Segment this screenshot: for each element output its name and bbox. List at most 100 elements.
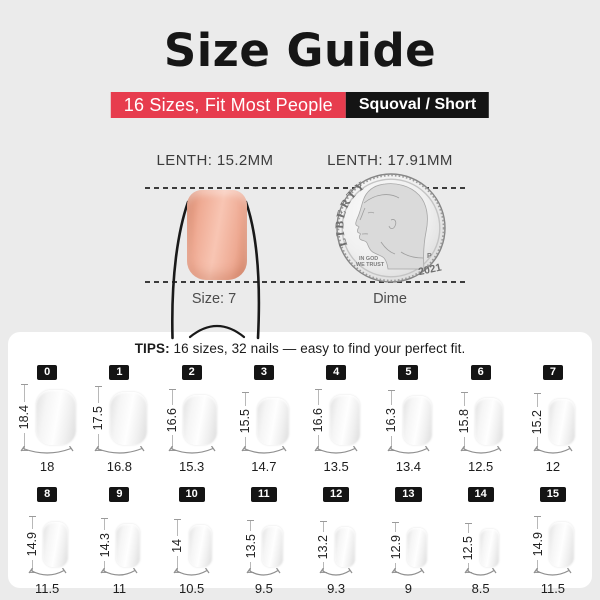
nail-length-value: 16.6	[164, 407, 179, 433]
nail-length-value: 17.5	[91, 406, 106, 431]
size-badge: 10	[178, 487, 205, 502]
measure-tick-top	[174, 519, 182, 520]
measure-line-top	[244, 393, 246, 407]
tips-text: 16 sizes, 32 nails — easy to find your p…	[169, 341, 466, 356]
size-badge: 14	[467, 487, 494, 502]
nail-length-measure: 14.9	[25, 516, 39, 573]
size-cell: 4 16.6 13.5	[300, 365, 372, 474]
size-cell-body: 14.3	[97, 508, 141, 573]
measure-line-top	[468, 524, 470, 533]
nail-length-value: 18.4	[17, 405, 32, 430]
nail-width-value: 9.3	[327, 581, 346, 596]
size-cell: 14 12.5 8.5	[445, 487, 517, 596]
nail-width-value: 14.7	[251, 459, 277, 474]
measure-tick-bottom	[101, 572, 109, 573]
banner-right-segment: Squoval / Short	[345, 92, 490, 118]
nail-length-value: 14	[170, 539, 185, 553]
nail-width-value: 8.5	[471, 581, 490, 596]
banner-left-segment: 16 Sizes, Fit Most People	[110, 92, 346, 118]
nail-width-value: 9	[404, 581, 412, 596]
size-cell-body: 13.5	[244, 508, 284, 573]
nail-shape	[35, 390, 76, 445]
measure-tick-top	[533, 393, 541, 394]
nail-length-measure: 13.5	[243, 520, 258, 573]
measure-tick-bottom	[465, 572, 473, 573]
size-badge: 2	[181, 365, 202, 380]
size-cell: 3 15.5 14.7	[228, 365, 300, 474]
measure-line-bottom	[177, 555, 179, 572]
size-cell-body: 14	[170, 508, 212, 573]
nail-shape	[475, 398, 504, 445]
size-badge: 1	[109, 365, 130, 380]
nail-length-value: 14.9	[530, 532, 545, 557]
measure-tick-top	[247, 520, 255, 521]
size-badge: 6	[470, 365, 491, 380]
dashed-line-bottom	[145, 281, 467, 283]
nail-width-arc	[168, 445, 216, 457]
size-cell: 11 13.5 9.5	[228, 487, 300, 596]
size-badge: 3	[253, 365, 274, 380]
size-badge: 9	[109, 487, 130, 502]
nail-length-measure: 13.2	[316, 521, 330, 573]
size-cell: 15 14.9 11.5	[517, 487, 589, 596]
nail-length-measure: 12.9	[389, 522, 403, 573]
nail-width-arc	[28, 567, 67, 579]
size-cell: 10 14 10.5	[156, 487, 228, 596]
measure-line-bottom	[390, 435, 392, 450]
measure-tick-bottom	[94, 450, 102, 451]
measure-tick-top	[534, 516, 542, 517]
measure-line-bottom	[318, 435, 320, 450]
measure-tick-bottom	[392, 572, 400, 573]
nail-width-arc	[319, 567, 353, 579]
measure-line-bottom	[536, 437, 538, 450]
nail-width-arc	[533, 445, 573, 457]
nail-width-arc	[100, 567, 138, 579]
nail-width-arc	[460, 445, 502, 457]
size-grid-row-1: 0 18.4 18 1 17.5 16.8	[8, 365, 592, 474]
measure-tick-top	[101, 518, 109, 519]
page-title: Size Guide	[163, 24, 437, 77]
nail-width-arc	[241, 445, 287, 457]
measure-tick-top	[460, 392, 468, 393]
size-cell: 8 14.9 11.5	[11, 487, 83, 596]
nail-width-arc	[314, 445, 358, 457]
dime-mint-mark: P	[427, 253, 432, 260]
measure-line-top	[31, 517, 33, 530]
nail-length-value: 15.8	[456, 409, 471, 434]
dime-caption: Dime	[373, 291, 407, 307]
size-cell: 12 13.2 9.3	[300, 487, 372, 596]
measure-line-top	[390, 391, 392, 406]
nail-shape	[329, 395, 360, 445]
size-cell: 6 15.8 12.5	[445, 365, 517, 474]
measure-tick-top	[392, 522, 400, 523]
measure-line-top	[177, 520, 179, 537]
nail-length-value: 13.5	[243, 534, 258, 559]
nail-length-value: 12.5	[461, 535, 476, 561]
size-cell-body: 16.6	[164, 386, 218, 451]
nail-width-value: 13.5	[323, 459, 349, 474]
tips-line: TIPS: 16 sizes, 32 nails — easy to find …	[8, 332, 592, 356]
size-badge: 5	[398, 365, 419, 380]
size-cell-body: 14.9	[530, 508, 575, 573]
measure-tick-top	[168, 389, 176, 390]
nail-length-measure: 15.2	[530, 393, 545, 451]
nail-shape	[407, 528, 428, 567]
size-cell: 9 14.3 11	[83, 487, 155, 596]
measure-line-bottom	[24, 432, 26, 450]
nail-width-arc	[246, 567, 281, 579]
nail-length-value: 15.2	[530, 409, 545, 435]
measure-line-bottom	[244, 436, 246, 450]
measure-line-bottom	[250, 561, 252, 572]
nail-shape	[402, 396, 432, 445]
measure-tick-bottom	[21, 450, 29, 451]
nail-width-arc	[533, 567, 572, 579]
nail-shape	[256, 398, 289, 445]
nail-length-measure: 15.5	[238, 392, 252, 451]
nail-length-value: 14.3	[97, 533, 112, 558]
measure-line-top	[97, 387, 99, 404]
measure-tick-top	[387, 390, 395, 391]
size-cell-body: 15.5	[238, 386, 289, 451]
measure-line-top	[395, 523, 397, 533]
dime-motto-line1: IN GOD	[359, 256, 378, 262]
nail-length-measure: 16.3	[384, 390, 398, 451]
